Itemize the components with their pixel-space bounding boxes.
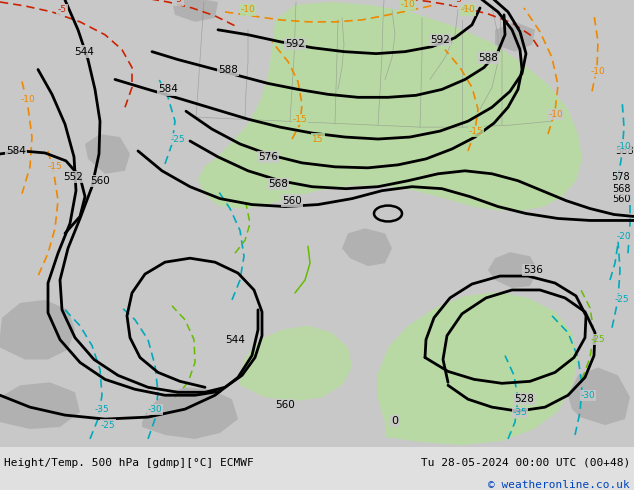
Text: 588: 588 [218,65,238,74]
Polygon shape [240,326,352,401]
Text: 560: 560 [282,196,302,206]
Polygon shape [0,382,80,429]
Text: -10: -10 [617,143,631,151]
Text: 592: 592 [430,35,450,45]
Text: -10: -10 [401,0,415,9]
Text: -5: -5 [174,0,183,4]
Text: 528: 528 [514,394,534,404]
Polygon shape [495,22,535,51]
Polygon shape [568,368,630,425]
Text: -15: -15 [48,162,62,171]
Text: -25: -25 [171,135,185,144]
Text: Tu 28-05-2024 00:00 UTC (00+48): Tu 28-05-2024 00:00 UTC (00+48) [421,458,630,468]
Text: -35: -35 [513,408,527,416]
Polygon shape [0,300,75,360]
Text: 560: 560 [275,400,295,410]
Text: -35: -35 [94,405,110,414]
Text: -25: -25 [101,420,115,430]
Text: 568: 568 [612,184,630,194]
Polygon shape [342,228,392,266]
Text: Height/Temp. 500 hPa [gdmp][°C] ECMWF: Height/Temp. 500 hPa [gdmp][°C] ECMWF [4,458,254,468]
Text: -10: -10 [241,5,256,14]
Polygon shape [172,0,218,22]
Polygon shape [85,134,130,174]
Text: -15: -15 [293,115,307,123]
Text: 544: 544 [74,47,94,57]
Text: 576: 576 [258,152,278,162]
Polygon shape [378,292,578,445]
Polygon shape [488,252,538,288]
Text: -20: -20 [617,232,631,241]
Text: 544: 544 [225,335,245,344]
Text: -15: -15 [469,126,483,136]
Text: 592: 592 [285,39,305,49]
Text: -25: -25 [591,335,605,344]
Text: -10: -10 [548,110,564,119]
Text: 560: 560 [90,176,110,186]
Text: 568: 568 [268,179,288,189]
Text: © weatheronline.co.uk: © weatheronline.co.uk [488,480,630,490]
Text: 560: 560 [612,194,630,204]
Text: 584: 584 [6,146,26,156]
Text: -25: -25 [615,295,630,304]
Text: 584: 584 [158,84,178,95]
Text: 15: 15 [313,135,324,144]
Text: -5: -5 [453,0,462,4]
Text: -5: -5 [58,5,67,14]
Text: -30: -30 [581,391,595,400]
Polygon shape [198,2,582,211]
Text: 552: 552 [63,172,83,182]
Text: 0: 0 [392,416,399,426]
Text: -10: -10 [591,67,605,76]
Text: -10: -10 [21,95,36,104]
Text: 536: 536 [523,265,543,275]
Text: -10: -10 [461,5,476,14]
Polygon shape [142,387,238,439]
Text: 588: 588 [478,52,498,63]
Text: -30: -30 [148,405,162,414]
Text: 588: 588 [615,146,633,156]
Text: 578: 578 [612,172,630,182]
